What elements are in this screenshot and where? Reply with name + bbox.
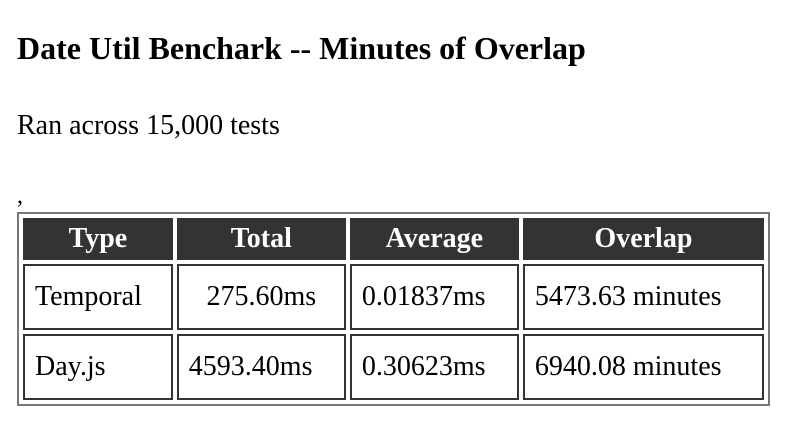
subtitle: Ran across 15,000 tests <box>17 110 280 141</box>
table-cell: Day.js <box>23 334 173 400</box>
table-cell: 4593.40ms <box>176 334 346 400</box>
column-header: Overlap <box>522 218 764 260</box>
column-header: Type <box>23 218 173 260</box>
table-body: Temporal 275.60ms 0.01837ms 5473.63 minutes… <box>23 264 764 400</box>
results-table: Type Total Average Overlap Temporal 275.60ms… <box>17 212 770 406</box>
separator: , <box>17 183 23 209</box>
table-cell: 6940.08 minutes <box>522 334 764 400</box>
table-cell: 5473.63 minutes <box>522 264 764 330</box>
column-header: Average <box>349 218 519 260</box>
table-head: Type Total Average Overlap <box>23 218 764 260</box>
table-cell: 0.01837ms <box>349 264 519 330</box>
column-header: Total <box>176 218 346 260</box>
table-cell: 0.30623ms <box>349 334 519 400</box>
table-row: Temporal 275.60ms 0.01837ms 5473.63 minutes <box>23 264 764 330</box>
table-cell: Temporal <box>23 264 173 330</box>
header-row: Type Total Average Overlap <box>23 218 764 260</box>
page-title: Date Util Benchark -- Minutes of Overlap <box>17 30 586 66</box>
table-row: Day.js 4593.40ms 0.30623ms 6940.08 minutes <box>23 334 764 400</box>
table-cell: 275.60ms <box>176 264 346 330</box>
